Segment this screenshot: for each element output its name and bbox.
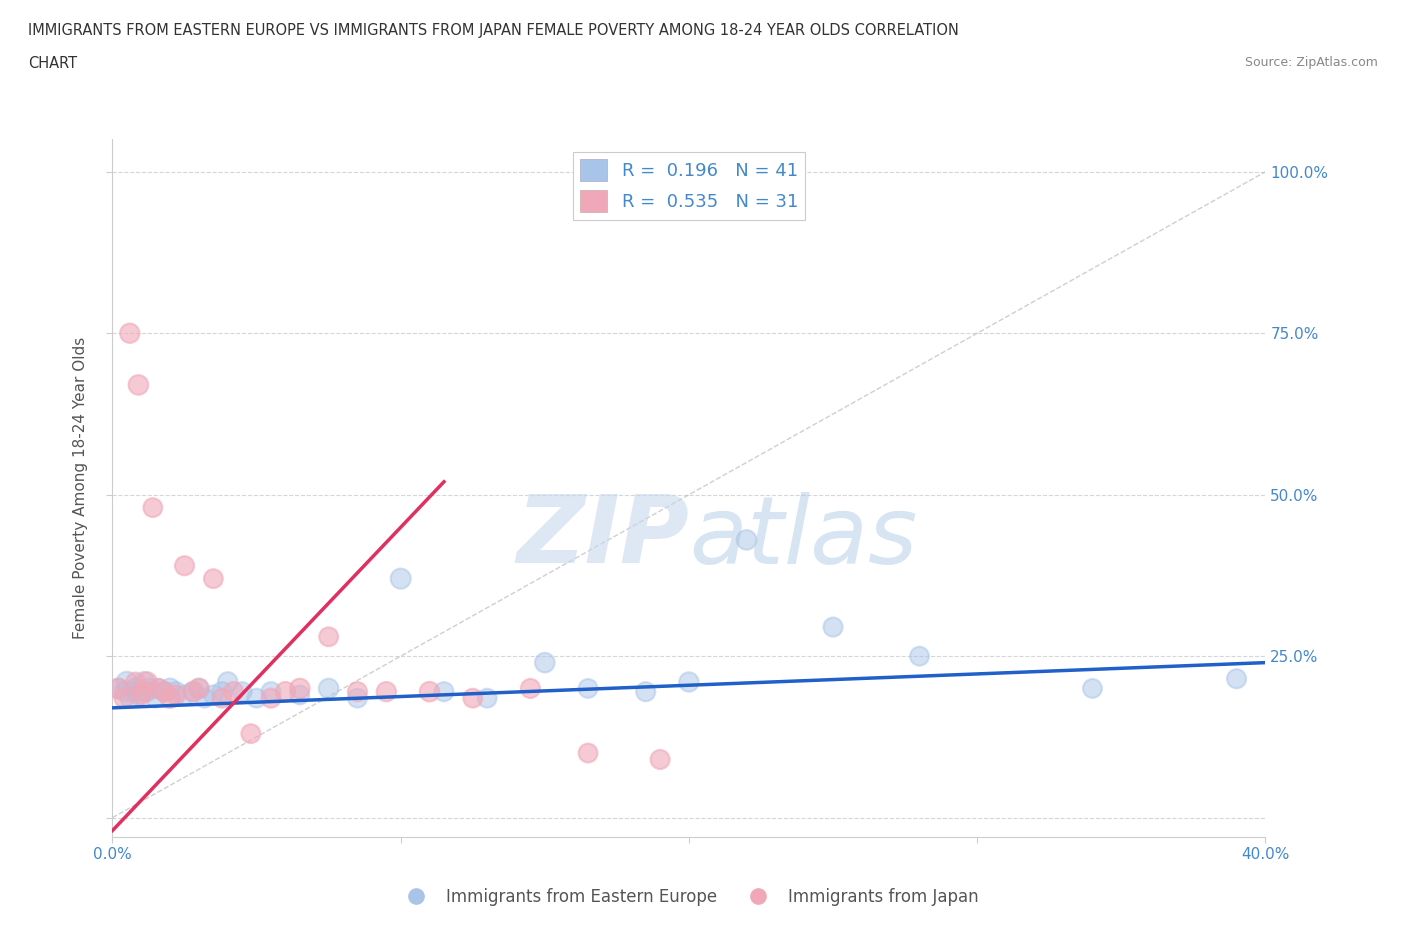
- Point: [519, 681, 541, 696]
- Point: [159, 681, 181, 696]
- Point: [318, 630, 340, 644]
- Point: [173, 687, 195, 702]
- Point: [188, 681, 211, 696]
- Point: [211, 691, 233, 706]
- Point: [202, 571, 225, 586]
- Point: [222, 684, 245, 699]
- Point: [245, 691, 267, 706]
- Text: IMMIGRANTS FROM EASTERN EUROPE VS IMMIGRANTS FROM JAPAN FEMALE POVERTY AMONG 18-: IMMIGRANTS FROM EASTERN EUROPE VS IMMIGR…: [28, 23, 959, 38]
- Point: [159, 691, 181, 706]
- Point: [153, 684, 176, 699]
- Point: [112, 691, 135, 706]
- Point: [634, 684, 657, 699]
- Point: [231, 684, 253, 699]
- Point: [346, 684, 368, 699]
- Point: [181, 684, 204, 699]
- Text: Source: ZipAtlas.com: Source: ZipAtlas.com: [1244, 56, 1378, 69]
- Point: [260, 684, 283, 699]
- Point: [112, 684, 135, 699]
- Point: [389, 571, 412, 586]
- Point: [136, 674, 159, 689]
- Point: [188, 681, 211, 696]
- Point: [127, 687, 149, 702]
- Point: [127, 378, 149, 392]
- Point: [142, 500, 165, 515]
- Point: [433, 684, 456, 699]
- Point: [375, 684, 398, 699]
- Point: [165, 684, 187, 699]
- Point: [139, 681, 162, 696]
- Point: [1081, 681, 1104, 696]
- Point: [148, 681, 170, 696]
- Point: [260, 691, 283, 706]
- Y-axis label: Female Poverty Among 18-24 Year Olds: Female Poverty Among 18-24 Year Olds: [73, 338, 89, 640]
- Point: [419, 684, 441, 699]
- Point: [165, 687, 187, 702]
- Point: [194, 691, 217, 706]
- Point: [124, 674, 146, 689]
- Point: [181, 684, 204, 699]
- Point: [475, 691, 498, 706]
- Point: [274, 684, 297, 699]
- Point: [288, 681, 311, 696]
- Point: [129, 684, 153, 699]
- Legend: Immigrants from Eastern Europe, Immigrants from Japan: Immigrants from Eastern Europe, Immigran…: [392, 881, 986, 912]
- Point: [134, 684, 156, 699]
- Point: [124, 681, 146, 696]
- Point: [107, 681, 129, 696]
- Point: [107, 681, 129, 696]
- Point: [288, 687, 311, 702]
- Point: [153, 684, 176, 699]
- Point: [118, 691, 141, 706]
- Point: [908, 649, 931, 664]
- Point: [239, 726, 262, 741]
- Point: [145, 691, 167, 706]
- Point: [136, 684, 159, 699]
- Point: [576, 746, 599, 761]
- Point: [533, 656, 555, 671]
- Point: [318, 681, 340, 696]
- Point: [648, 752, 672, 767]
- Text: CHART: CHART: [28, 56, 77, 71]
- Point: [115, 674, 138, 689]
- Point: [211, 684, 233, 699]
- Point: [735, 533, 758, 548]
- Point: [678, 674, 700, 689]
- Point: [173, 558, 195, 573]
- Point: [134, 674, 156, 689]
- Point: [202, 687, 225, 702]
- Point: [461, 691, 484, 706]
- Text: atlas: atlas: [689, 492, 917, 582]
- Text: ZIP: ZIP: [516, 491, 689, 583]
- Point: [821, 619, 844, 634]
- Point: [118, 326, 141, 340]
- Point: [1226, 671, 1249, 686]
- Point: [129, 687, 153, 702]
- Point: [346, 691, 368, 706]
- Point: [576, 681, 599, 696]
- Point: [217, 674, 239, 689]
- Point: [121, 684, 143, 699]
- Point: [148, 681, 170, 696]
